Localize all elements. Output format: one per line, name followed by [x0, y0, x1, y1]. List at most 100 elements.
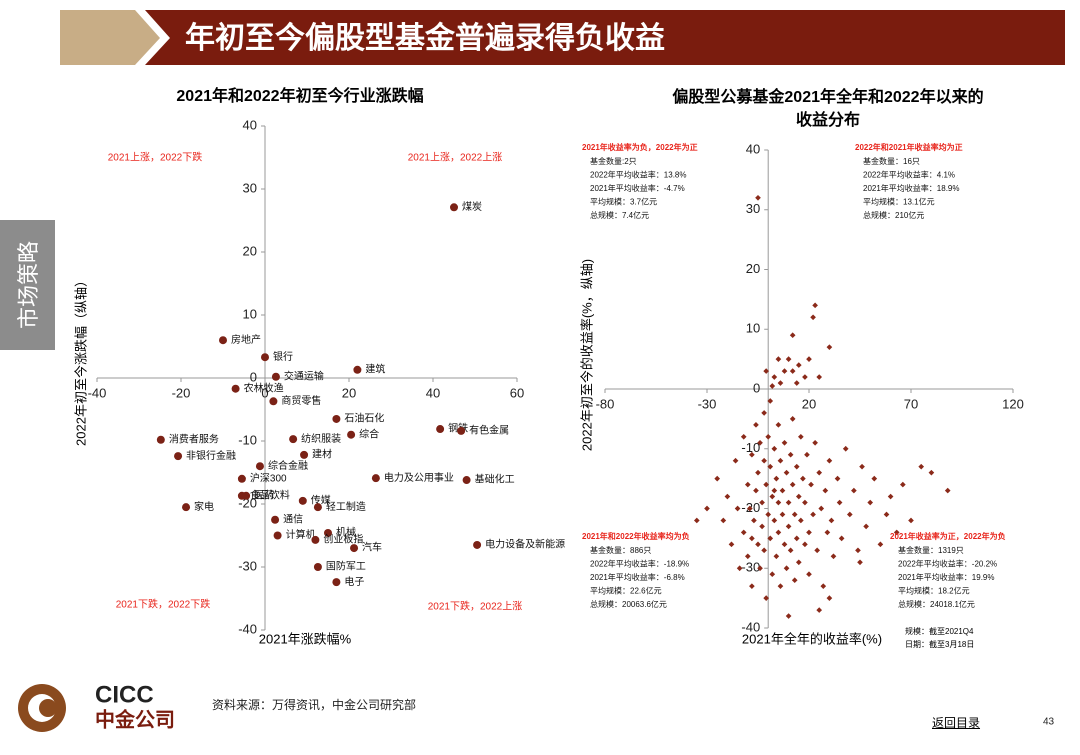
- point: [855, 547, 861, 554]
- point: [806, 571, 812, 578]
- point: [156, 435, 165, 444]
- quadrant-note-line: 基金数量：886只: [590, 545, 651, 555]
- point: [918, 463, 925, 470]
- point: [347, 430, 356, 439]
- quadrant-note-line: 2021年平均收益率：-4.7%: [590, 183, 685, 193]
- point-label: 基础化工: [475, 473, 515, 486]
- point: [789, 416, 796, 422]
- point: [767, 398, 774, 404]
- quadrant-note-line: 平均规模：13.1亿元: [863, 197, 935, 207]
- quadrant-note: 2021下跌，2022上涨: [428, 600, 523, 613]
- point: [777, 380, 784, 386]
- point: [740, 433, 747, 440]
- point: [231, 384, 240, 393]
- point: [693, 517, 700, 524]
- point-label: 食品饮料: [250, 488, 290, 501]
- point-label: 农林牧渔: [244, 381, 284, 394]
- point: [828, 517, 835, 524]
- point: [457, 426, 466, 435]
- point: [724, 493, 731, 500]
- point: [773, 475, 780, 482]
- x-tick-label: -80: [596, 396, 615, 411]
- x-tick-label: -20: [172, 385, 191, 400]
- point: [769, 383, 776, 389]
- quadrant-note-line: 基金数量:2只: [590, 156, 637, 166]
- point: [769, 493, 776, 500]
- point: [795, 559, 802, 566]
- point: [775, 422, 782, 428]
- point: [779, 511, 786, 518]
- point: [747, 505, 753, 512]
- x-tick-label: 0: [261, 385, 268, 400]
- x-tick-label: -40: [88, 385, 107, 400]
- quadrant-note-line: 总规模：24018.1亿元: [898, 599, 975, 609]
- note: 规模：截至2021Q4: [905, 626, 974, 636]
- x-tick-label: 20: [802, 396, 816, 411]
- point: [371, 474, 380, 483]
- quadrant-note-line: 2022年平均收益率：4.1%: [863, 170, 955, 180]
- chart-title: 偏股型公募基金2021年全年和2022年以来的收益分布: [672, 89, 984, 129]
- point: [781, 368, 788, 374]
- logo-text: CICC: [95, 681, 154, 708]
- y-tick-label: 10: [746, 321, 760, 336]
- point: [789, 368, 796, 374]
- point: [324, 528, 332, 537]
- point: [908, 517, 914, 524]
- point: [773, 553, 780, 560]
- point: [806, 356, 812, 362]
- point: [255, 462, 264, 471]
- point: [763, 595, 769, 601]
- quadrant-note-title: 2021年和2022年收益率均为负: [582, 531, 690, 541]
- point: [289, 435, 298, 444]
- x-tick-label: 60: [510, 385, 524, 400]
- point: [783, 469, 790, 476]
- point: [761, 457, 767, 464]
- point: [732, 457, 739, 464]
- point-label: 商贸零售: [281, 394, 321, 407]
- point-label: 医药: [254, 489, 274, 501]
- point: [798, 433, 804, 440]
- point: [759, 499, 765, 506]
- point: [806, 529, 812, 536]
- point: [887, 493, 894, 500]
- y-tick-label: -30: [741, 560, 760, 575]
- point: [753, 487, 759, 494]
- point: [771, 517, 778, 524]
- point: [749, 535, 755, 542]
- point: [757, 439, 763, 446]
- y-tick-label: 40: [746, 141, 760, 156]
- point: [798, 517, 804, 524]
- quadrant-note: 2021上涨，2022下跌: [108, 151, 203, 164]
- y-tick-label: -10: [741, 440, 760, 455]
- point: [816, 607, 823, 613]
- point: [298, 496, 307, 505]
- point: [744, 481, 751, 488]
- logo-text: 中金公司: [95, 707, 175, 731]
- point-label: 沪深300: [250, 471, 287, 484]
- back-link[interactable]: 返回目录: [932, 716, 981, 730]
- header-chevron: [60, 10, 160, 65]
- x-tick-label: -30: [698, 396, 717, 411]
- point-label: 轻工制造: [326, 500, 366, 513]
- point: [826, 595, 833, 601]
- point-label: 电力设备及新能源: [485, 538, 565, 551]
- y-tick-label: -40: [741, 619, 760, 634]
- x-tick-label: 120: [1002, 396, 1024, 411]
- y-tick-label: 20: [243, 243, 257, 258]
- point: [795, 493, 802, 500]
- point: [818, 505, 825, 512]
- point: [720, 517, 727, 524]
- point: [450, 203, 458, 212]
- y-tick-label: -10: [238, 432, 257, 447]
- point: [804, 451, 810, 458]
- point: [771, 487, 778, 494]
- point: [928, 469, 935, 476]
- quadrant-note-line: 2021年平均收益率：18.9%: [863, 183, 959, 193]
- y-tick-label: 40: [243, 117, 257, 132]
- point-label: 综合: [359, 427, 379, 440]
- point: [812, 302, 818, 309]
- point: [893, 529, 900, 536]
- point-label: 电子: [344, 575, 364, 588]
- x-tick-label: 70: [904, 396, 918, 411]
